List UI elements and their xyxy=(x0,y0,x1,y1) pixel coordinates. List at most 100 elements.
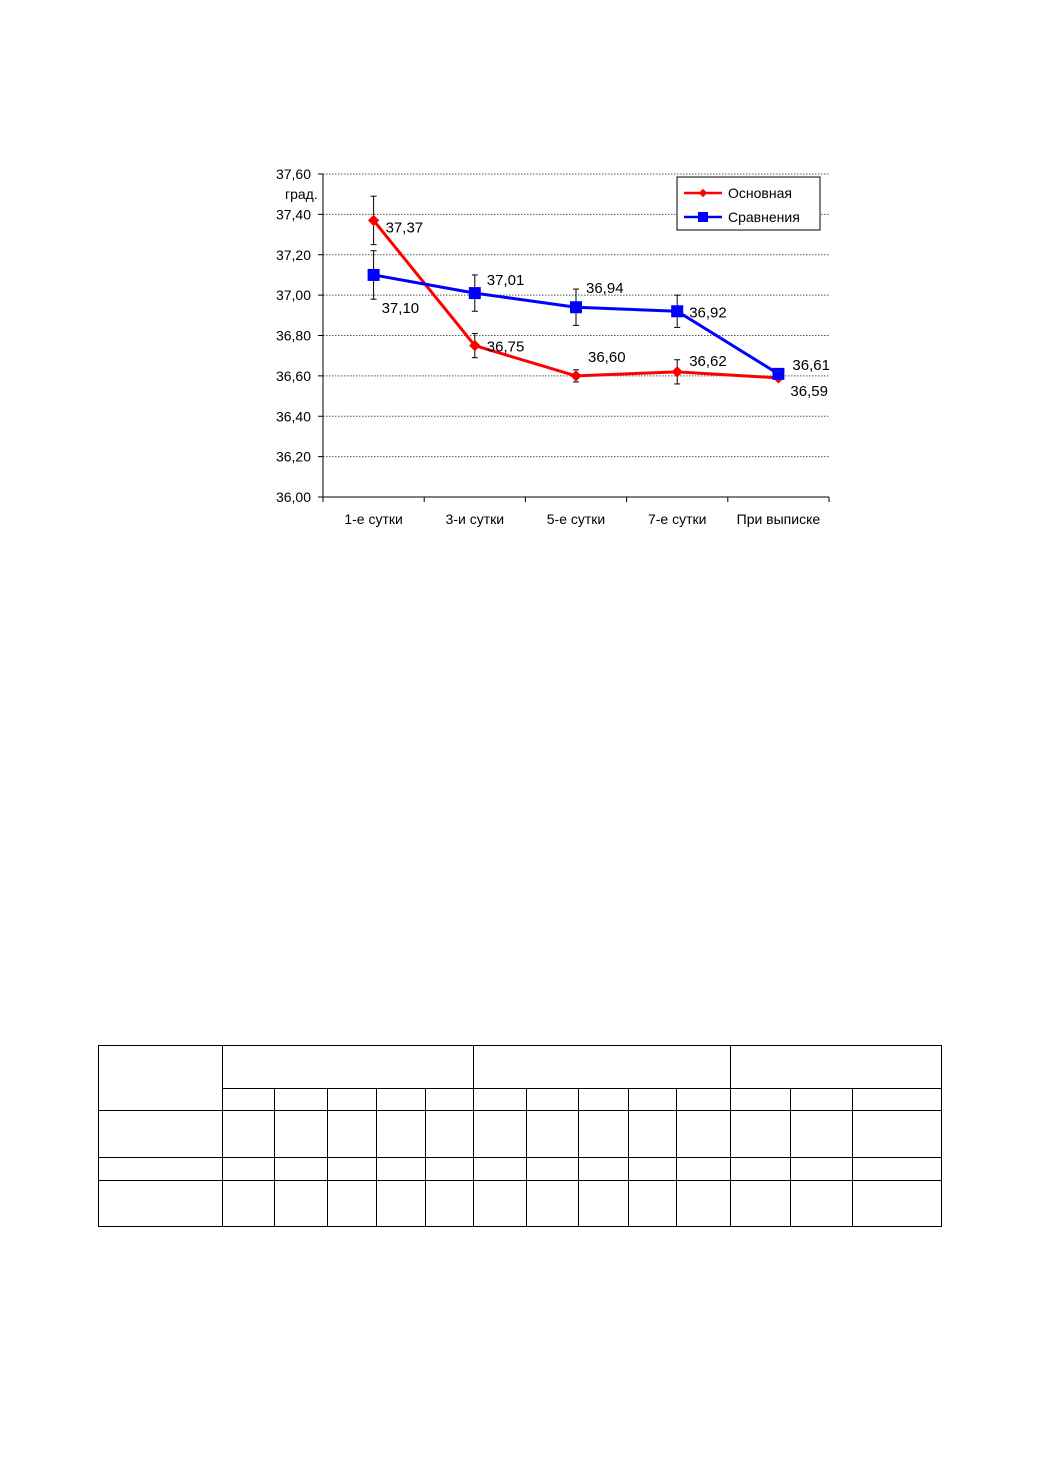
table-cell xyxy=(473,1045,732,1089)
y-tick-label: 37,40 xyxy=(276,206,311,222)
table-cell xyxy=(327,1088,377,1111)
table-cell xyxy=(578,1180,630,1227)
data-point xyxy=(367,268,380,281)
table-cell xyxy=(526,1180,580,1227)
legend-label-osnovnaya: Основная xyxy=(728,185,792,201)
table-cell xyxy=(628,1157,678,1181)
table-cell xyxy=(473,1110,528,1158)
y-axis-label: град. xyxy=(285,186,318,202)
y-tick-label: 36,20 xyxy=(276,449,311,465)
table-cell xyxy=(274,1157,328,1181)
table-cell xyxy=(98,1045,223,1111)
table-cell xyxy=(628,1180,678,1227)
table-cell xyxy=(730,1045,943,1089)
table-cell xyxy=(376,1110,426,1158)
y-tick-label: 36,40 xyxy=(276,408,311,424)
legend: Основная Сравнения xyxy=(676,176,821,231)
data-point xyxy=(570,301,582,314)
table-cell xyxy=(98,1110,223,1158)
table-cell xyxy=(628,1110,678,1158)
y-tick-label: 36,80 xyxy=(276,328,311,344)
data-label: 36,94 xyxy=(586,280,624,297)
table-cell xyxy=(222,1088,275,1111)
data-label: 37,37 xyxy=(386,219,424,236)
empty-table xyxy=(98,1045,943,1227)
data-label: 36,59 xyxy=(790,383,828,400)
table-cell xyxy=(327,1180,377,1227)
data-label: 36,60 xyxy=(588,349,626,366)
table-cell xyxy=(730,1157,792,1181)
data-point xyxy=(671,305,684,318)
table-cell xyxy=(424,1157,475,1181)
table-cell xyxy=(473,1157,528,1181)
table-cell xyxy=(473,1180,528,1227)
table-cell xyxy=(222,1110,275,1158)
table-cell xyxy=(327,1157,377,1181)
table-cell xyxy=(852,1180,943,1227)
table-cell xyxy=(790,1110,854,1158)
table-cell xyxy=(526,1110,580,1158)
table-cell xyxy=(676,1180,732,1227)
table-row xyxy=(98,1180,943,1227)
table-cell xyxy=(274,1110,328,1158)
x-tick-label: 5-е сутки xyxy=(547,511,605,527)
data-label: 36,92 xyxy=(689,304,727,321)
legend-marker-sravneniya xyxy=(698,212,708,222)
table-cell xyxy=(578,1157,630,1181)
table-cell xyxy=(790,1180,854,1227)
data-point xyxy=(469,339,481,352)
data-point xyxy=(570,370,582,382)
table-cell xyxy=(274,1088,328,1111)
table-cell xyxy=(424,1110,475,1158)
table-cell xyxy=(676,1110,732,1158)
data-point xyxy=(671,366,683,378)
table-cell xyxy=(222,1180,275,1227)
table-cell xyxy=(221,1045,475,1089)
y-tick-label: 36,60 xyxy=(276,368,311,384)
y-tick-label: 37,60 xyxy=(276,166,311,182)
line-chart: 36,00 36,20 36,40 36,60 36,80 37,00 37,20 37,40… xyxy=(276,166,830,527)
data-point xyxy=(468,287,481,300)
table-cell xyxy=(578,1110,630,1158)
data-point xyxy=(772,367,785,380)
table-cell xyxy=(526,1088,580,1111)
table-cell xyxy=(98,1180,223,1227)
y-tick-label: 37,20 xyxy=(276,247,311,263)
table-cell xyxy=(376,1088,426,1111)
table-cell xyxy=(274,1180,328,1227)
table-cell xyxy=(424,1088,475,1111)
table-cell xyxy=(852,1157,943,1181)
y-tick-label: 36,00 xyxy=(276,489,311,505)
x-tick-label: 3-и сутки xyxy=(446,511,505,527)
table-cell xyxy=(852,1088,943,1111)
table-cell xyxy=(424,1180,475,1227)
legend-label-sravneniya: Сравнения xyxy=(728,209,800,225)
table-cell xyxy=(790,1157,854,1181)
table-row xyxy=(99,1088,943,1111)
table-cell xyxy=(730,1088,792,1111)
table-cell xyxy=(376,1180,426,1227)
data-point xyxy=(367,214,380,227)
data-label: 36,62 xyxy=(689,353,727,370)
table-cell xyxy=(98,1157,223,1181)
data-labels: 37,37 36,75 36,60 36,62 36,59 37,10 37,01 36,94… xyxy=(382,219,830,399)
series-layer xyxy=(367,195,785,385)
table-cell xyxy=(526,1157,580,1181)
x-tick-label: 7-е сутки xyxy=(648,511,706,527)
table-cell xyxy=(327,1110,377,1158)
table-cell xyxy=(676,1088,732,1111)
table-row xyxy=(98,1045,943,1111)
table-row xyxy=(98,1157,943,1181)
x-tick-label: При выписке xyxy=(737,511,821,527)
table-cell xyxy=(376,1157,426,1181)
table-cell xyxy=(222,1157,275,1181)
table-cell xyxy=(676,1157,732,1181)
table-cell xyxy=(790,1088,854,1111)
table-cell xyxy=(578,1088,630,1111)
data-label: 36,61 xyxy=(792,357,830,374)
data-label: 37,01 xyxy=(487,272,525,289)
axes: 36,00 36,20 36,40 36,60 36,80 37,00 37,20 37,40… xyxy=(276,166,830,527)
table-cell xyxy=(730,1180,792,1227)
data-label: 37,10 xyxy=(382,300,420,317)
table-cell xyxy=(852,1110,943,1158)
